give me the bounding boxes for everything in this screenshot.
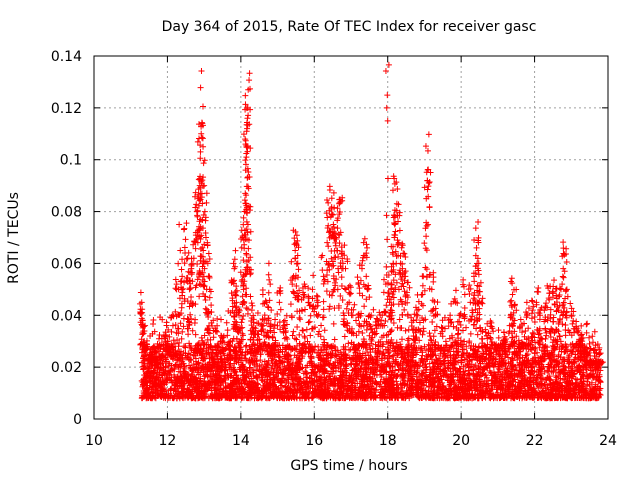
data-point — [178, 335, 185, 342]
data-point — [179, 328, 186, 335]
data-point — [198, 334, 205, 341]
data-point — [154, 387, 161, 394]
data-point — [297, 316, 304, 323]
data-point — [569, 363, 576, 370]
data-point — [555, 351, 562, 358]
data-point — [513, 333, 520, 340]
data-point — [423, 347, 430, 354]
data-point — [223, 319, 230, 326]
data-point — [176, 348, 183, 355]
data-point — [398, 336, 405, 343]
data-point — [189, 327, 196, 334]
data-point — [318, 322, 325, 329]
data-point — [421, 343, 428, 350]
data-point — [180, 343, 187, 350]
data-point — [272, 337, 279, 344]
data-point — [206, 330, 213, 337]
data-point — [315, 343, 322, 350]
data-point — [331, 336, 338, 343]
data-point — [330, 320, 337, 327]
data-point — [214, 343, 221, 350]
data-point — [165, 362, 172, 369]
data-point — [474, 331, 481, 338]
data-point — [268, 365, 275, 372]
data-points — [137, 61, 606, 402]
data-point — [428, 337, 435, 344]
data-point — [402, 327, 409, 334]
data-point — [190, 352, 197, 359]
data-point — [461, 356, 468, 363]
data-point — [296, 331, 303, 338]
chart-title: Day 364 of 2015, Rate Of TEC Index for r… — [162, 19, 537, 35]
data-point — [389, 353, 396, 360]
data-point — [583, 329, 590, 336]
data-point — [414, 312, 421, 319]
